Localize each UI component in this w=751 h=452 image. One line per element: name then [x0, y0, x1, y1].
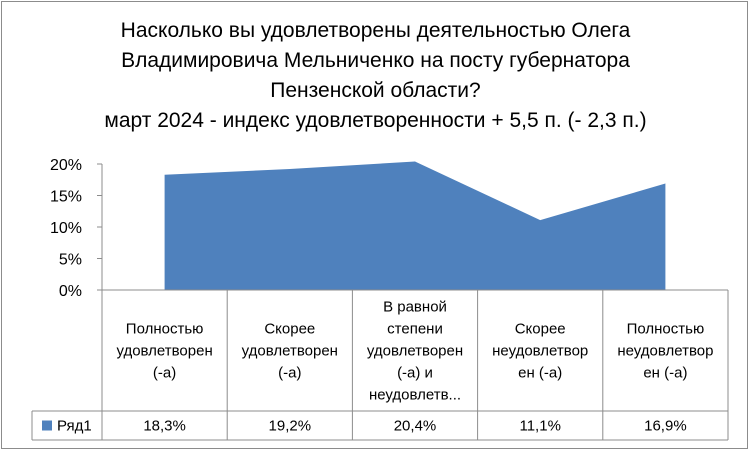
- category-label: удовлетворен: [367, 343, 463, 360]
- y-tick-label: 0%: [59, 283, 82, 300]
- y-tick-label: 15%: [50, 189, 82, 206]
- y-tick-label: 5%: [59, 252, 82, 269]
- category-label: В равной: [383, 299, 447, 316]
- category-label: неудовлетвор: [617, 343, 713, 360]
- area-series-1: [164, 161, 666, 290]
- data-label: 16,9%: [644, 418, 687, 435]
- y-tick-label: 20%: [50, 157, 82, 174]
- chart-title: Насколько вы удовлетворены деятельностью…: [0, 16, 751, 136]
- legend-key: [42, 420, 52, 431]
- category-label: неудовлетвор: [492, 343, 588, 360]
- title-line-2: Владимировича Мельниченко на посту губер…: [121, 49, 630, 72]
- y-tick-label: 10%: [50, 220, 82, 237]
- category-label: ен (-а): [643, 365, 687, 382]
- category-label: ен (-а): [518, 365, 562, 382]
- category-label: Полностью: [126, 321, 204, 338]
- category-label: (-а): [153, 365, 176, 382]
- category-label: Полностью: [627, 321, 705, 338]
- category-label: удовлетворен: [242, 343, 338, 360]
- category-label: (-а): [278, 365, 301, 382]
- category-label: (-а) и: [397, 365, 433, 382]
- category-label: Скорее: [515, 321, 566, 338]
- category-label: Скорее: [264, 321, 315, 338]
- title-line-1: Насколько вы удовлетворены деятельностью…: [120, 19, 631, 42]
- data-label: 18,3%: [143, 418, 186, 435]
- data-label: 19,2%: [269, 418, 312, 435]
- title-line-3: Пензенской области?: [270, 79, 481, 102]
- data-label: 20,4%: [394, 418, 437, 435]
- category-label: степени: [387, 321, 443, 338]
- title-line-4: март 2024 - индекс удовлетворенности + 5…: [104, 109, 647, 132]
- legend-label: Ряд1: [57, 418, 92, 435]
- category-label: удовлетворен: [116, 343, 212, 360]
- category-label: неудовлетв...: [369, 387, 461, 404]
- data-label: 11,1%: [519, 418, 560, 435]
